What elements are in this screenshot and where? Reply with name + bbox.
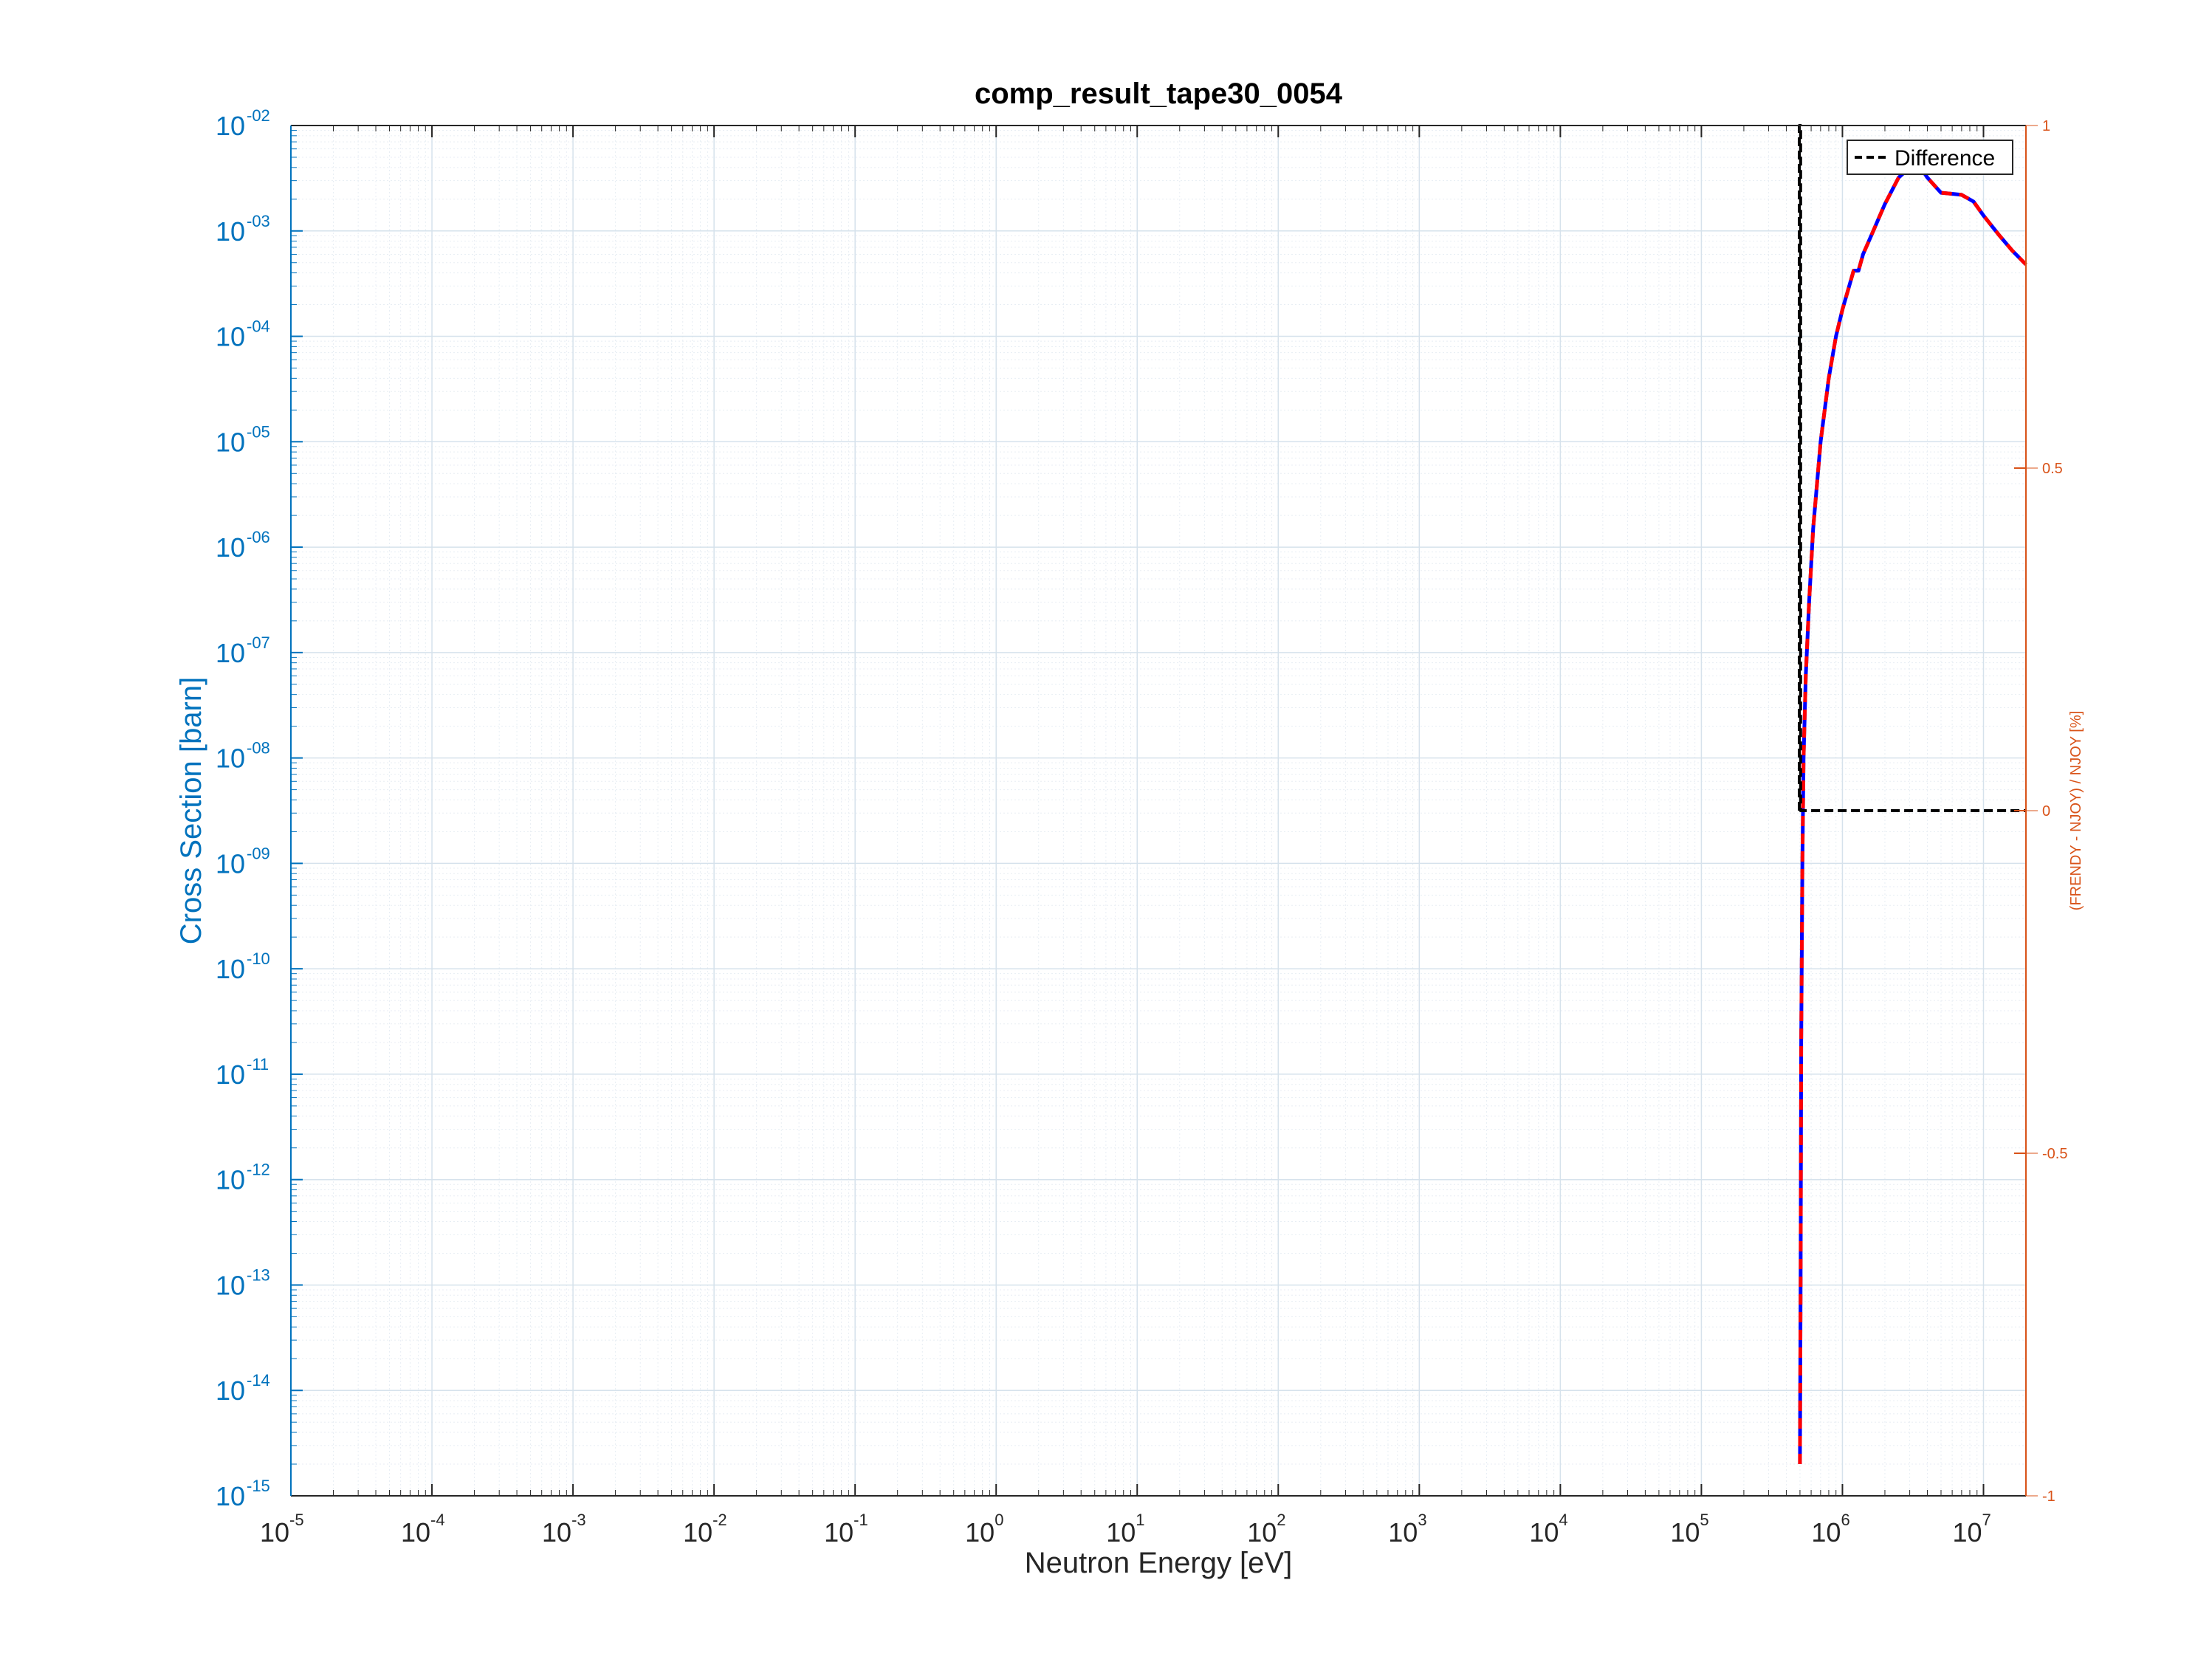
legend-box: [1847, 140, 2013, 175]
y-tick-exponent: -03: [247, 212, 270, 230]
legend: Difference: [1847, 140, 2013, 175]
y-tick-exponent: -11: [247, 1055, 269, 1074]
x-tick-label: 10: [1811, 1517, 1841, 1548]
x-tick-label: 10: [1529, 1517, 1559, 1548]
x-tick-label: 10: [542, 1517, 571, 1548]
legend-difference-label: Difference: [1895, 146, 1995, 171]
series-line-frendy: [1798, 163, 2027, 1465]
x-tick-exponent: 7: [1982, 1511, 1991, 1529]
y-tick-exponent: -12: [247, 1161, 270, 1179]
x-tick-exponent: 1: [1136, 1511, 1144, 1529]
x-tick-label: 10: [1952, 1517, 1982, 1548]
y-tick-exponent: -08: [247, 739, 270, 758]
y2-axis-label: (FRENDY - NJOY) / NJOY [%]: [2068, 711, 2084, 910]
grid: [290, 125, 2026, 1497]
y2-tick-label: 1: [2042, 118, 2050, 134]
x-tick-exponent: -1: [853, 1511, 868, 1529]
y2-tick-label: -1: [2042, 1488, 2055, 1505]
y-tick-label: 10: [216, 638, 245, 668]
x-tick-label: 10: [683, 1517, 712, 1548]
x-tick-exponent: 5: [1700, 1511, 1708, 1529]
x-tick-label: 10: [260, 1517, 289, 1548]
y-tick-label: 10: [216, 1375, 245, 1406]
x-tick-exponent: -3: [571, 1511, 586, 1529]
y-tick-label: 10: [216, 954, 245, 984]
y2-tick-label: 0: [2042, 803, 2050, 820]
y-tick-label: 10: [216, 1481, 245, 1511]
y-tick-label: 10: [216, 322, 245, 352]
y-tick-label: 10: [216, 1165, 245, 1195]
y-tick-exponent: -04: [247, 317, 270, 336]
x-tick-label: 10: [401, 1517, 430, 1548]
x-axis-label: Neutron Energy [eV]: [1025, 1547, 1292, 1579]
y-tick-label: 10: [216, 1270, 245, 1300]
x-tick-exponent: 4: [1559, 1511, 1567, 1529]
x-tick-label: 10: [1670, 1517, 1700, 1548]
x-tick-exponent: 3: [1418, 1511, 1426, 1529]
y-tick-label: 10: [216, 111, 245, 141]
y-tick-label: 10: [216, 532, 245, 563]
y-tick-exponent: -14: [247, 1371, 270, 1390]
x-tick-exponent: -4: [430, 1511, 445, 1529]
x-tick-label: 10: [824, 1517, 853, 1548]
y-tick-exponent: -13: [247, 1265, 270, 1284]
y-tick-exponent: -07: [247, 633, 270, 652]
y-axis-label: Cross Section [barn]: [175, 677, 207, 944]
y-tick-exponent: -15: [247, 1477, 270, 1495]
y-tick-label: 10: [216, 848, 245, 879]
chart-title: comp_result_tape30_0054: [975, 78, 1343, 110]
x-tick-label: 10: [1106, 1517, 1136, 1548]
x-tick-exponent: 2: [1277, 1511, 1285, 1529]
y-tick-exponent: -06: [247, 528, 270, 546]
plot-area: [291, 126, 2026, 1496]
x-tick-exponent: -2: [712, 1511, 727, 1529]
y-tick-label: 10: [216, 1059, 245, 1090]
x-tick-label: 10: [965, 1517, 995, 1548]
x-tick-label: 10: [1388, 1517, 1418, 1548]
axes: [290, 125, 2038, 1497]
y-tick-exponent: -05: [247, 422, 270, 441]
y-tick-label: 10: [216, 216, 245, 247]
x-tick-exponent: 0: [995, 1511, 1003, 1529]
y-tick-exponent: -09: [247, 844, 270, 862]
x-tick-label: 10: [1247, 1517, 1277, 1548]
y-tick-exponent: -10: [247, 949, 270, 968]
tick-labels: 10-510^-510-410^-410-310^-310-210^-210-1…: [216, 106, 2068, 1548]
y2-tick-label: 0.5: [2042, 461, 2063, 477]
y-tick-label: 10: [216, 743, 245, 774]
y2-tick-label: -0.5: [2042, 1146, 2067, 1162]
x-tick-exponent: -5: [289, 1511, 304, 1529]
y-tick-exponent: -02: [247, 106, 270, 125]
y-tick-label: 10: [216, 427, 245, 457]
x-tick-exponent: 6: [1841, 1511, 1849, 1529]
